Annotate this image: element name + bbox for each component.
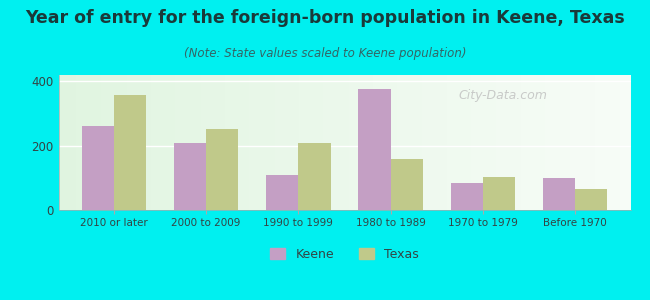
Bar — [174, 142, 206, 210]
Legend: Keene, Texas: Keene, Texas — [265, 243, 424, 266]
Text: City-Data.com: City-Data.com — [459, 88, 548, 101]
Bar — [483, 177, 515, 210]
Bar — [114, 95, 146, 210]
Bar — [358, 89, 391, 210]
Text: (Note: State values scaled to Keene population): (Note: State values scaled to Keene popu… — [184, 46, 466, 59]
Bar — [543, 178, 575, 210]
Bar — [206, 129, 239, 210]
Bar — [266, 175, 298, 210]
Bar — [575, 189, 608, 210]
Bar — [450, 183, 483, 210]
Bar — [298, 143, 331, 210]
Text: Year of entry for the foreign-born population in Keene, Texas: Year of entry for the foreign-born popul… — [25, 9, 625, 27]
Bar — [81, 126, 114, 210]
Bar — [391, 159, 423, 210]
